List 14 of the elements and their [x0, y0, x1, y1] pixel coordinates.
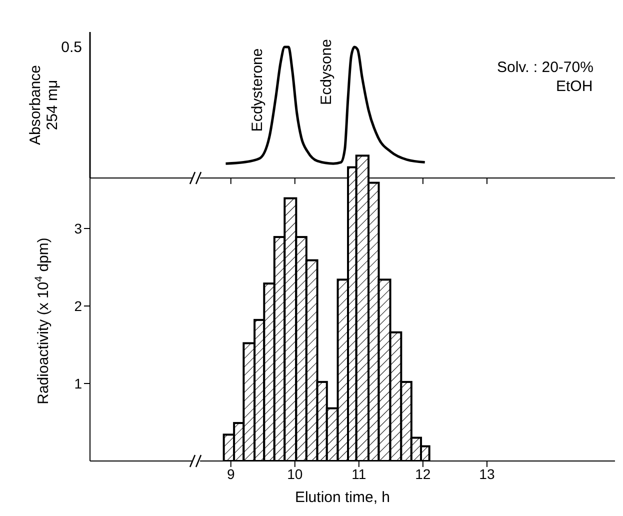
x-tick-label: 13	[479, 466, 495, 482]
text: 0.5	[61, 39, 82, 56]
annotation: Ecdysone	[318, 39, 335, 105]
y-tick-label: 1	[74, 375, 82, 392]
x-tick-label: 12	[415, 466, 431, 482]
y-tick-label: 2	[74, 298, 82, 314]
x-tick-label: 11	[352, 466, 366, 482]
y-tick-label: 3	[74, 220, 82, 236]
annotation: Solv. : 20-70% EtOH	[497, 59, 594, 95]
x-tick-label: 9	[226, 466, 235, 482]
y-axis-title: Absorbance 254 mμ	[27, 64, 61, 146]
x-tick-label: 10	[287, 466, 303, 482]
annotation: Ecdysterone	[249, 48, 266, 132]
x-axis-title: Elution time, h	[294, 489, 390, 506]
